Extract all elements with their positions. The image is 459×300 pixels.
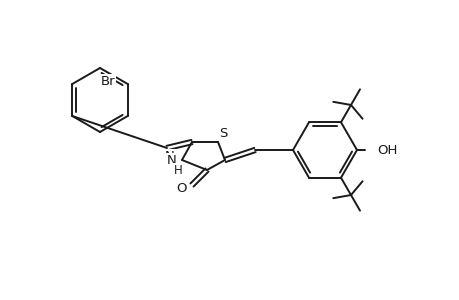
Text: S: S — [218, 127, 227, 140]
Text: H: H — [173, 164, 182, 176]
Text: N: N — [167, 154, 177, 166]
Text: Br: Br — [101, 74, 116, 88]
Text: O: O — [176, 182, 187, 196]
Text: N: N — [165, 149, 174, 163]
Text: OH: OH — [376, 143, 397, 157]
